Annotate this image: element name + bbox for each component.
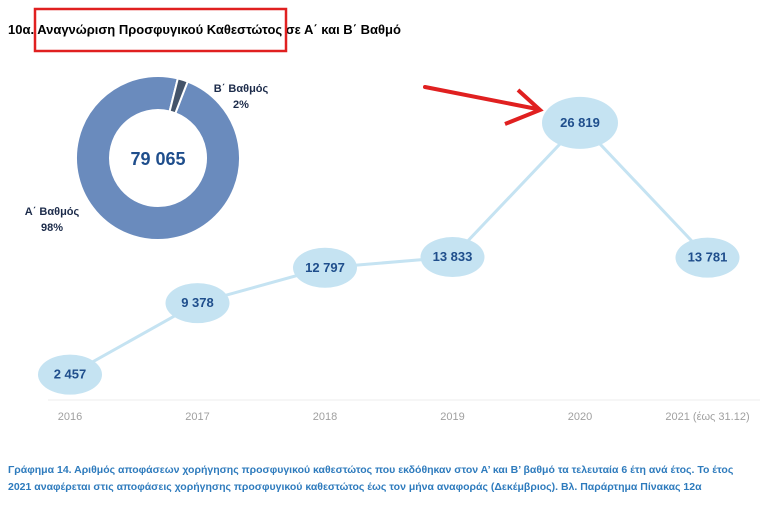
data-point-marker: [165, 283, 230, 324]
donut-slice-name: Α΄ Βαθμός: [25, 206, 80, 218]
donut-slice-name: Β΄ Βαθμός: [214, 83, 269, 95]
data-point-marker: [38, 354, 102, 395]
red-arrow-annotation: [423, 85, 544, 126]
x-tick-label: 2020: [568, 411, 592, 423]
title-highlight-box: [33, 7, 288, 53]
x-tick-label: 2019: [440, 411, 464, 423]
line-series: 2 457 9 378 12 797 13 833 26 819 13 781: [38, 96, 740, 395]
x-axis-ticks: 2016 2017 2018 2019 2020 2021 (έως 31.12): [58, 411, 750, 423]
data-label: 13 833: [433, 249, 473, 264]
donut-chart: 79 065 Α΄ Βαθμός 98% Β΄ Βαθμός 2%: [25, 75, 269, 241]
x-tick-label: 2016: [58, 411, 82, 423]
x-tick-label: 2018: [313, 411, 337, 423]
data-point-marker: [675, 237, 740, 278]
donut-slice: [75, 75, 241, 241]
caption-line-1: Γράφημα 14. Αριθμός αποφάσεων χορήγησης …: [8, 464, 734, 476]
caption-line-2: 2021 αναφέρεται στις αποφάσεις χορήγησης…: [8, 481, 702, 493]
data-point-marker: [293, 247, 357, 288]
donut-slice-percent: 98%: [41, 222, 63, 234]
data-label: 26 819: [560, 115, 600, 130]
data-point-marker: [420, 237, 485, 278]
data-label: 9 378: [181, 295, 214, 310]
data-label: 2 457: [54, 367, 87, 382]
chart-title: 10α. Αναγνώριση Προσφυγικού Καθεστώτος σ…: [8, 22, 401, 37]
data-point-marker: [542, 96, 618, 149]
data-label: 13 781: [688, 250, 728, 265]
donut-slice-percent: 2%: [233, 99, 249, 111]
x-tick-label: 2021 (έως 31.12): [665, 411, 749, 423]
data-label: 12 797: [305, 260, 345, 275]
figure-caption: Γράφημα 14. Αριθμός αποφάσεων χορήγησης …: [8, 462, 766, 496]
donut-total: 79 065: [130, 149, 185, 169]
x-tick-label: 2017: [185, 411, 209, 423]
donut-slice: [168, 77, 189, 115]
